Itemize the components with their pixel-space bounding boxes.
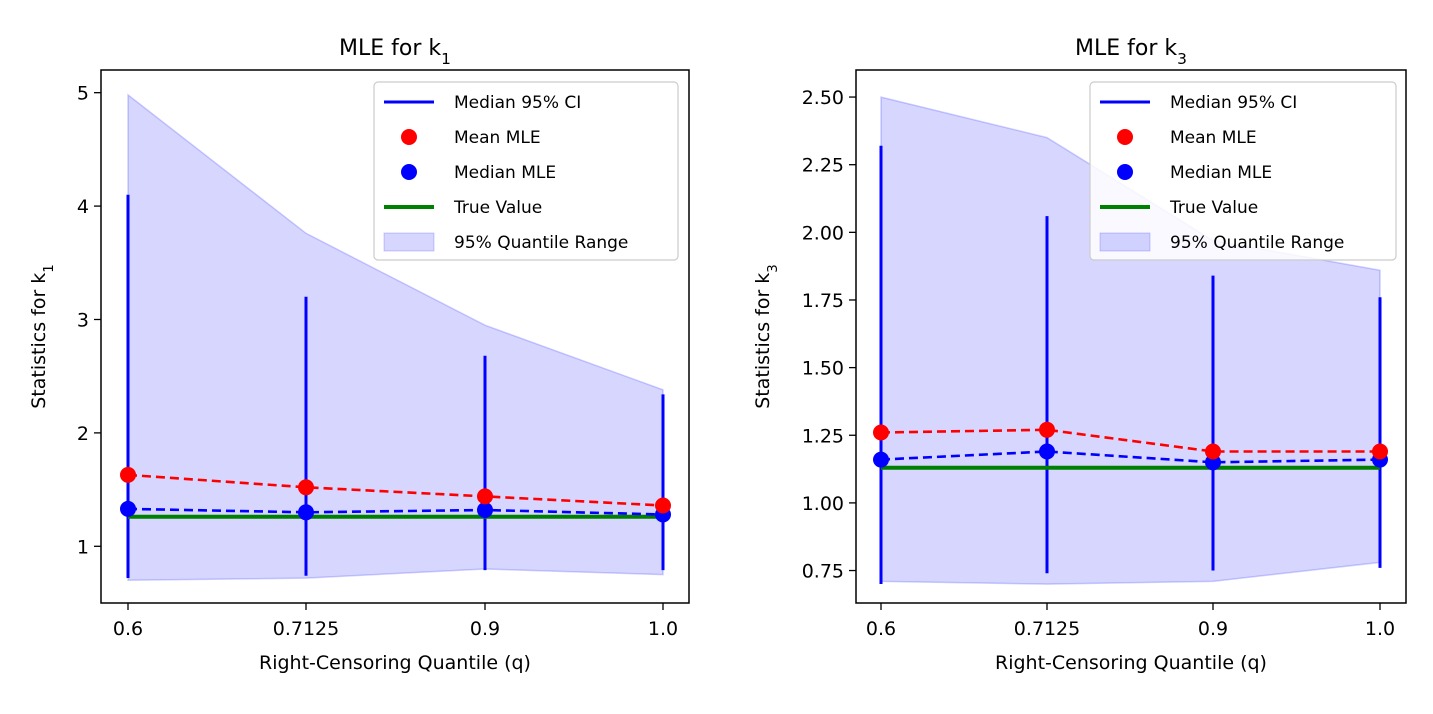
chart-title-text: MLE for k	[339, 36, 441, 61]
chart-title-subscript: 1	[441, 50, 451, 68]
legend-label: Median MLE	[1170, 163, 1272, 183]
chart-title-subscript: 3	[1177, 50, 1187, 68]
y-tick-label: 2	[77, 423, 89, 445]
x-axis-label: Right-Censoring Quantile (q)	[995, 652, 1267, 674]
legend-box	[373, 81, 679, 261]
legend: Median 95% CI Mean MLE Median MLE True Valu…	[373, 81, 679, 261]
legend-swatch-marker	[401, 129, 417, 145]
mean-mle-line	[127, 473, 664, 507]
panel-2: 0.6 0.7125 0.9 1.0 0.75 1.00 1.25 1.50 1.75 2.00 2…	[752, 36, 1407, 674]
y-tick-label: 1.75	[802, 290, 844, 312]
axes-frame	[855, 69, 1407, 604]
median-mle-line	[127, 507, 664, 516]
x-tick-label: 0.7125	[273, 618, 339, 640]
y-tick-label: 1.25	[802, 425, 844, 447]
legend-label: 95% Quantile Range	[1170, 233, 1344, 253]
median-mle-point	[1039, 443, 1055, 460]
legend-label: True Value	[453, 198, 542, 218]
y-axis-label-text: Statistics for k	[28, 273, 50, 409]
chart-title: MLE for k3	[1075, 36, 1187, 68]
mean-mle-point	[120, 466, 136, 483]
y-tick-label: 2.25	[802, 155, 844, 177]
median-mle-point	[477, 502, 493, 518]
legend-label: Median MLE	[454, 163, 556, 183]
x-axis-label: Right-Censoring Quantile (q)	[259, 652, 531, 674]
legend-label: Median 95% CI	[454, 93, 581, 113]
y-tick-label: 3	[77, 309, 89, 331]
median-mle-point	[120, 500, 136, 517]
x-tick-label: 0.7125	[1014, 618, 1080, 640]
quantile-band	[127, 93, 664, 582]
y-tick-label: 5	[77, 83, 89, 105]
mean-mle-point	[298, 479, 314, 496]
y-axis-label: Statistics for k1	[28, 264, 57, 409]
y-tick-label: 0.75	[802, 561, 844, 583]
axes-frame	[100, 69, 690, 604]
mean-mle-point	[1205, 443, 1221, 460]
legend-label: Mean MLE	[1170, 128, 1257, 148]
y-tick-label: 2.50	[802, 87, 844, 109]
legend-label: Median 95% CI	[1170, 93, 1297, 113]
y-tick-label: 2.00	[802, 222, 844, 244]
y-axis-label-text: Statistics for k	[752, 273, 774, 409]
legend-label: True Value	[1169, 198, 1258, 218]
y-axis-label: Statistics for k3	[752, 264, 781, 409]
legend-swatch-marker	[1117, 164, 1133, 180]
mean-mle-point	[1039, 421, 1055, 438]
median-mle-point	[298, 504, 314, 521]
x-tick-label: 1.0	[1365, 618, 1395, 640]
x-tick-label: 0.6	[113, 618, 143, 640]
y-axis-label-subscript: 1	[42, 264, 57, 272]
x-tick-label: 0.6	[866, 618, 896, 640]
legend-label: 95% Quantile Range	[454, 233, 628, 253]
x-tick-label: 0.9	[470, 618, 500, 640]
legend-label: Mean MLE	[454, 128, 541, 148]
y-axis-label-subscript: 3	[766, 264, 781, 272]
legend-box	[1089, 81, 1397, 261]
chart-title: MLE for k1	[339, 36, 451, 68]
x-tick-label: 0.9	[1198, 618, 1228, 640]
legend-swatch-band	[383, 232, 435, 252]
legend-swatch-marker	[1117, 129, 1133, 145]
y-tick-label: 1.00	[802, 493, 844, 515]
y-tick-label: 1.50	[802, 358, 844, 380]
y-tick-label: 4	[77, 196, 89, 218]
mean-mle-point	[873, 424, 889, 441]
chart-title-text: MLE for k	[1075, 36, 1177, 61]
y-tick-label: 1	[77, 536, 89, 558]
x-tick-label: 1.0	[648, 618, 678, 640]
median-mle-point	[873, 451, 889, 468]
legend-swatch-marker	[401, 164, 417, 180]
legend: Median 95% CI Mean MLE Median MLE True Valu…	[1089, 81, 1397, 261]
legend-swatch-band	[1099, 232, 1151, 252]
mean-mle-point	[655, 497, 671, 514]
mean-mle-point	[477, 488, 493, 505]
mean-mle-point	[1372, 443, 1388, 460]
